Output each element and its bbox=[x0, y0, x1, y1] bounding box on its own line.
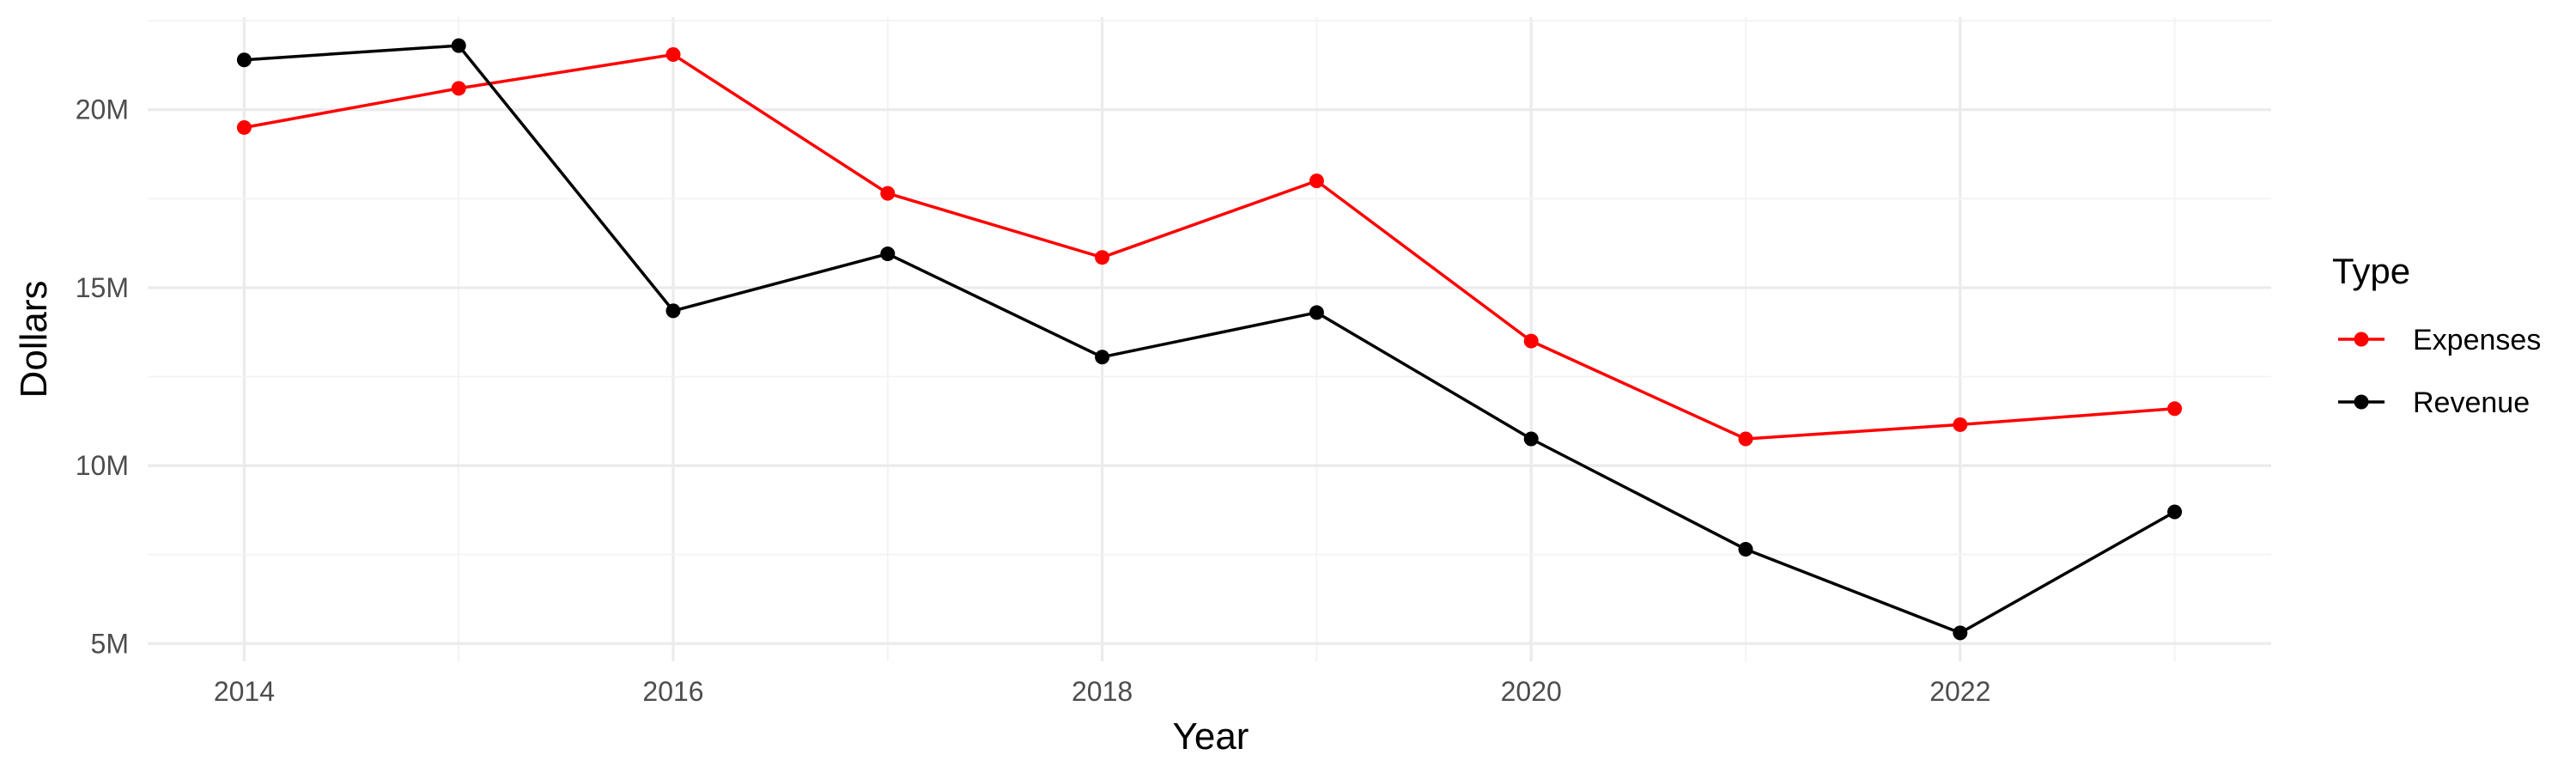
revenue-point bbox=[1738, 541, 1753, 557]
revenue-point bbox=[2167, 504, 2183, 520]
expenses-point bbox=[236, 119, 252, 135]
y-tick-label: 5M bbox=[91, 628, 129, 659]
x-tick-label: 2018 bbox=[1072, 676, 1133, 707]
revenue-point bbox=[451, 38, 466, 53]
y-tick-label: 15M bbox=[76, 272, 129, 303]
legend-label: Revenue bbox=[2413, 386, 2530, 419]
y-tick-labels: 5M 10M 15M 20M bbox=[76, 94, 129, 660]
series-group bbox=[236, 38, 2183, 641]
expenses-point bbox=[880, 186, 896, 201]
expenses-point bbox=[665, 47, 681, 63]
revenue-point bbox=[1523, 431, 1539, 447]
revenue-point bbox=[236, 52, 252, 68]
revenue-point bbox=[1095, 350, 1110, 365]
expenses-point bbox=[2167, 401, 2183, 417]
x-tick-label: 2020 bbox=[1501, 676, 1562, 707]
legend-key-point bbox=[2354, 332, 2369, 347]
legend-item-revenue: Revenue bbox=[2338, 386, 2530, 419]
expenses-point bbox=[1953, 417, 1968, 432]
legend-item-expenses: Expenses bbox=[2338, 324, 2541, 356]
x-tick-label: 2014 bbox=[214, 676, 275, 707]
y-tick-label: 20M bbox=[76, 94, 129, 125]
expenses-point bbox=[1523, 333, 1539, 349]
revenue-point bbox=[880, 247, 896, 262]
legend-label: Expenses bbox=[2413, 324, 2541, 356]
expenses-point bbox=[1309, 173, 1324, 189]
expenses-point bbox=[1095, 250, 1110, 265]
revenue-point bbox=[1309, 305, 1324, 320]
legend-key-point bbox=[2354, 394, 2369, 410]
expenses-point bbox=[1738, 431, 1753, 447]
expenses-line bbox=[242, 52, 2177, 441]
legend-items: Expenses Revenue bbox=[2338, 324, 2541, 419]
revenue-point bbox=[1953, 625, 1968, 641]
legend-title: Type bbox=[2332, 251, 2410, 291]
x-tick-label: 2016 bbox=[642, 676, 703, 707]
x-tick-label: 2022 bbox=[1929, 676, 1990, 707]
revenue-point bbox=[665, 303, 681, 319]
legend: Type Expenses Revenue bbox=[2332, 251, 2541, 419]
revenue-line bbox=[242, 44, 2177, 635]
x-axis-title: Year bbox=[1173, 715, 1249, 758]
x-tick-labels: 2014 2016 2018 2020 2022 bbox=[214, 676, 1991, 707]
series-revenue bbox=[236, 38, 2183, 641]
grid bbox=[148, 17, 2271, 661]
y-tick-label: 10M bbox=[76, 450, 129, 481]
expenses-point bbox=[451, 81, 466, 96]
y-axis-title: Dollars bbox=[13, 281, 55, 399]
series-expenses bbox=[236, 47, 2183, 447]
